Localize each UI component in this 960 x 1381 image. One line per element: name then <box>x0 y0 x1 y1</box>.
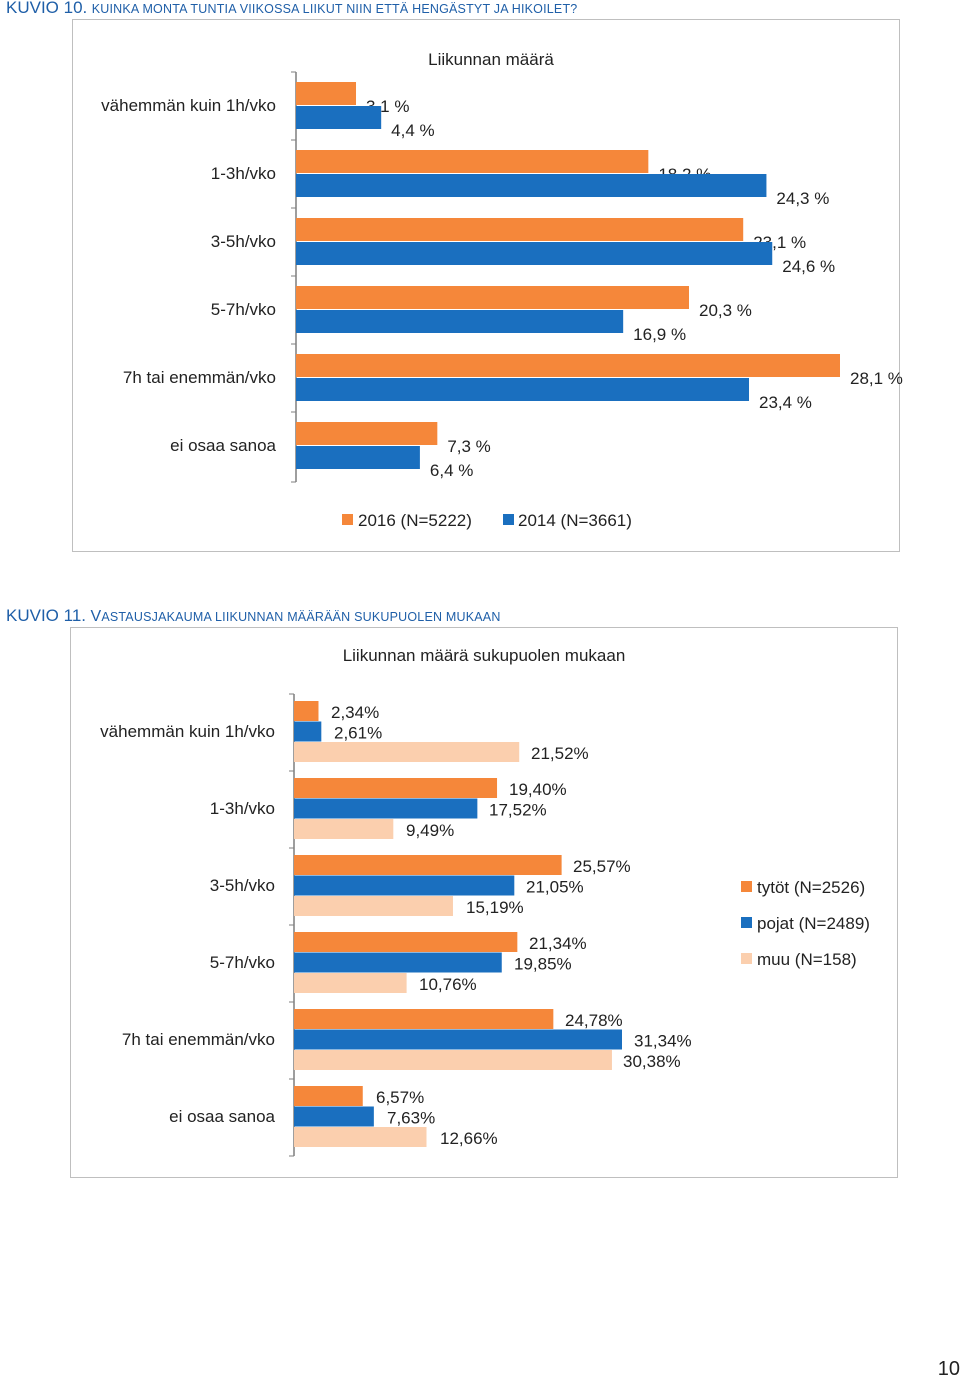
chart-1-data-label: 23,4 % <box>759 393 812 412</box>
chart-1-legend-swatch-2016-n-5222 <box>342 514 353 525</box>
chart-2-data-label: 21,34% <box>529 934 587 953</box>
chart-1-data-label: 7,3 % <box>447 437 490 456</box>
chart-2-data-label: 15,19% <box>466 898 524 917</box>
chart-1-category-label: 3-5h/vko <box>211 232 276 251</box>
chart-2-category-label: 5-7h/vko <box>210 953 275 972</box>
chart-2-bar-muu-n-158-4 <box>294 973 407 993</box>
chart-2-category-label: vähemmän kuin 1h/vko <box>100 722 275 741</box>
chart-1-bar-2014-n-3661-2 <box>296 174 767 197</box>
chart-1-bar-2016-n-5222-5 <box>296 354 840 377</box>
chart-2-legend-label: muu (N=158) <box>757 950 857 969</box>
chart-2-category-label: 7h tai enemmän/vko <box>122 1030 275 1049</box>
chart-2-bar-pojat-n-2489-3 <box>294 875 515 896</box>
figure-11-heading: KUVIO 11. VASTAUSJAKAUMA LIIKUNNAN MÄÄRÄ… <box>6 606 501 626</box>
chart-1-bar-2014-n-3661-5 <box>296 378 750 401</box>
chart-1-bar-2016-n-5222-1 <box>296 82 357 105</box>
chart-1-category-label: 7h tai enemmän/vko <box>123 368 276 387</box>
chart-2-bar-pojat-n-2489-2 <box>294 798 478 819</box>
chart-2-data-label: 30,38% <box>623 1052 681 1071</box>
chart-2-category-label: 1-3h/vko <box>210 799 275 818</box>
chart-1-bar-2016-n-5222-4 <box>296 286 689 309</box>
chart-1-title: Liikunnan määrä <box>428 50 554 69</box>
chart-2-data-label: 12,66% <box>440 1129 498 1148</box>
chart-2-bar-tyt-t-n-2526-2 <box>294 778 498 798</box>
chart-1-bar-2014-n-3661-4 <box>296 310 624 333</box>
chart-2-bar-pojat-n-2489-5 <box>294 1029 622 1050</box>
figure-11-caption-initial: V <box>90 608 102 625</box>
chart-2-bar-muu-n-158-5 <box>294 1050 612 1070</box>
chart-2-data-label: 21,52% <box>531 744 589 763</box>
chart-1-data-label: 6,4 % <box>430 461 473 480</box>
chart-2-data-label: 24,78% <box>565 1011 623 1030</box>
chart-2-legend-label: pojat (N=2489) <box>757 914 870 933</box>
chart-2-bar-muu-n-158-2 <box>294 819 394 839</box>
chart-2-bar-muu-n-158-3 <box>294 896 453 916</box>
chart-1-bar-2016-n-5222-2 <box>296 150 649 173</box>
figure-10-heading: KUVIO 10. KUINKA MONTA TUNTIA VIIKOSSA L… <box>6 0 577 18</box>
chart-1-data-label: 28,1 % <box>850 369 903 388</box>
chart-2-legend-label: tytöt (N=2526) <box>757 878 865 897</box>
chart-2-bar-pojat-n-2489-6 <box>294 1106 374 1127</box>
chart-2-bar-tyt-t-n-2526-5 <box>294 1009 554 1029</box>
page-number: 10 <box>937 1358 960 1380</box>
chart-1-category-label: 5-7h/vko <box>211 300 276 319</box>
chart-2-data-label: 6,57% <box>376 1088 424 1107</box>
chart-2-data-label: 2,61% <box>334 724 382 743</box>
chart-2-title: Liikunnan määrä sukupuolen mukaan <box>343 646 626 665</box>
figure-11-caption: VASTAUSJAKAUMA LIIKUNNAN MÄÄRÄÄN SUKUPUO… <box>90 608 501 625</box>
chart-2-frame <box>70 627 898 1178</box>
chart-2-data-label: 19,85% <box>514 955 572 974</box>
chart-2-legend-swatch-muu-n-158 <box>741 953 752 964</box>
chart-2-data-label: 2,34% <box>331 703 379 722</box>
chart-1-data-label: 4,4 % <box>391 121 434 140</box>
figure-11-caption-rest: ASTAUSJAKAUMA LIIKUNNAN MÄÄRÄÄN SUKUPUOL… <box>101 610 501 624</box>
chart-1-legend-swatch-2014-n-3661 <box>503 514 514 525</box>
chart-2-bar-tyt-t-n-2526-4 <box>294 932 518 952</box>
chart-1-frame <box>72 19 900 552</box>
chart-1-bar-2016-n-5222-3 <box>296 218 744 241</box>
chart-2-bar-pojat-n-2489-4 <box>294 952 502 973</box>
chart-2-data-label: 25,57% <box>573 857 631 876</box>
chart-2-category-label: 3-5h/vko <box>210 876 275 895</box>
chart-2-bar-muu-n-158-6 <box>294 1127 427 1147</box>
chart-1-bar-2014-n-3661-6 <box>296 446 420 469</box>
chart-1-data-label: 24,3 % <box>776 189 829 208</box>
chart-2-bar-tyt-t-n-2526-3 <box>294 855 562 875</box>
figure-10-caption: KUINKA MONTA TUNTIA VIIKOSSA LIIKUT NIIN… <box>91 2 578 16</box>
chart-2-bar-tyt-t-n-2526-1 <box>294 701 319 721</box>
chart-1-data-label: 16,9 % <box>633 325 686 344</box>
chart-2-legend-swatch-pojat-n-2489 <box>741 917 752 928</box>
figure-11-number: KUVIO 11. <box>6 606 86 625</box>
chart-2-data-label: 9,49% <box>406 821 454 840</box>
chart-2-category-label: ei osaa sanoa <box>169 1107 275 1126</box>
chart-2-data-label: 17,52% <box>489 801 547 820</box>
chart-2-data-label: 31,34% <box>634 1032 692 1051</box>
chart-1-category-label: 1-3h/vko <box>211 164 276 183</box>
chart-2-bar-pojat-n-2489-1 <box>294 721 322 742</box>
chart-2-data-label: 21,05% <box>526 878 584 897</box>
chart-1-category-label: vähemmän kuin 1h/vko <box>101 96 276 115</box>
chart-2-data-label: 10,76% <box>419 975 477 994</box>
chart-1-bar-2016-n-5222-6 <box>296 422 438 445</box>
chart-2-legend-swatch-tyt-t-n-2526 <box>741 881 752 892</box>
chart-2-data-label: 7,63% <box>387 1109 435 1128</box>
chart-1-legend-label: 2014 (N=3661) <box>518 511 632 530</box>
chart-2-bar-tyt-t-n-2526-6 <box>294 1086 363 1106</box>
figure-10-number: KUVIO 10. <box>6 0 88 17</box>
chart-1-bar-2014-n-3661-1 <box>296 106 382 129</box>
chart-2-data-label: 19,40% <box>509 780 567 799</box>
chart-1-category-label: ei osaa sanoa <box>170 436 276 455</box>
chart-2-bar-muu-n-158-1 <box>294 742 520 762</box>
chart-1-bar-2014-n-3661-3 <box>296 242 773 265</box>
chart-1-data-label: 24,6 % <box>782 257 835 276</box>
chart-1-legend-label: 2016 (N=5222) <box>358 511 472 530</box>
chart-1-data-label: 20,3 % <box>699 301 752 320</box>
